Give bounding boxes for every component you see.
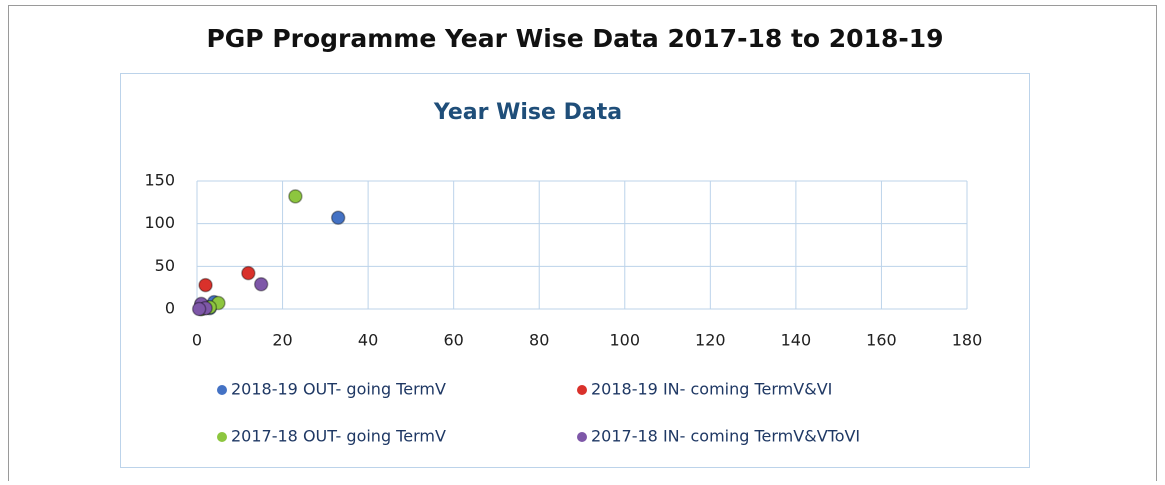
point — [288, 189, 303, 204]
x-tick-label: 160 — [866, 331, 897, 350]
x-tick-label: 20 — [272, 331, 292, 350]
x-tick-label: 80 — [529, 331, 549, 350]
y-tick-label: 150 — [144, 171, 175, 190]
x-tick-label: 180 — [952, 331, 983, 350]
legend-label: 2018-19 IN- coming TermV&VI — [591, 380, 832, 399]
chart-frame — [120, 73, 1030, 468]
legend-label: 2017-18 IN- coming TermV&VToVI — [591, 427, 860, 446]
x-tick-label: 100 — [610, 331, 641, 350]
legend-marker — [577, 432, 587, 442]
x-tick-label: 140 — [781, 331, 812, 350]
legend-label: 2017-18 OUT- going TermV — [231, 427, 446, 446]
legend-marker — [577, 385, 587, 395]
x-tick-label: 40 — [358, 331, 378, 350]
point — [253, 277, 269, 292]
point — [241, 265, 256, 281]
legend-label: 2018-19 OUT- going TermV — [231, 380, 446, 399]
chart-subtitle: Year Wise Data — [433, 100, 622, 125]
point — [330, 210, 346, 225]
legend-marker — [217, 385, 227, 395]
y-tick-label: 100 — [144, 213, 175, 232]
x-tick-label: 0 — [192, 331, 202, 350]
chart-title: PGP Programme Year Wise Data 2017-18 to … — [206, 24, 943, 53]
point — [191, 301, 207, 317]
x-tick-label: 120 — [695, 331, 726, 350]
legend-marker — [217, 432, 227, 442]
y-tick-label: 0 — [165, 299, 175, 318]
point — [198, 277, 213, 293]
x-tick-label: 60 — [443, 331, 463, 350]
y-tick-label: 50 — [155, 256, 175, 275]
